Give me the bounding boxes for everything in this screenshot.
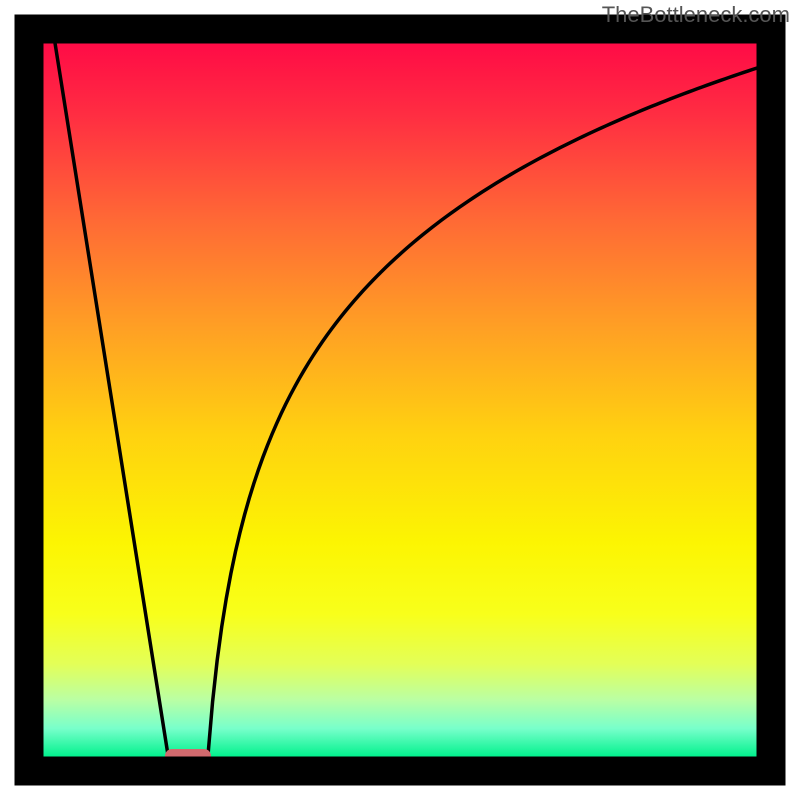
bottleneck-chart bbox=[0, 0, 800, 800]
chart-container: TheBottleneck.com bbox=[0, 0, 800, 800]
watermark-text: TheBottleneck.com bbox=[602, 2, 790, 28]
